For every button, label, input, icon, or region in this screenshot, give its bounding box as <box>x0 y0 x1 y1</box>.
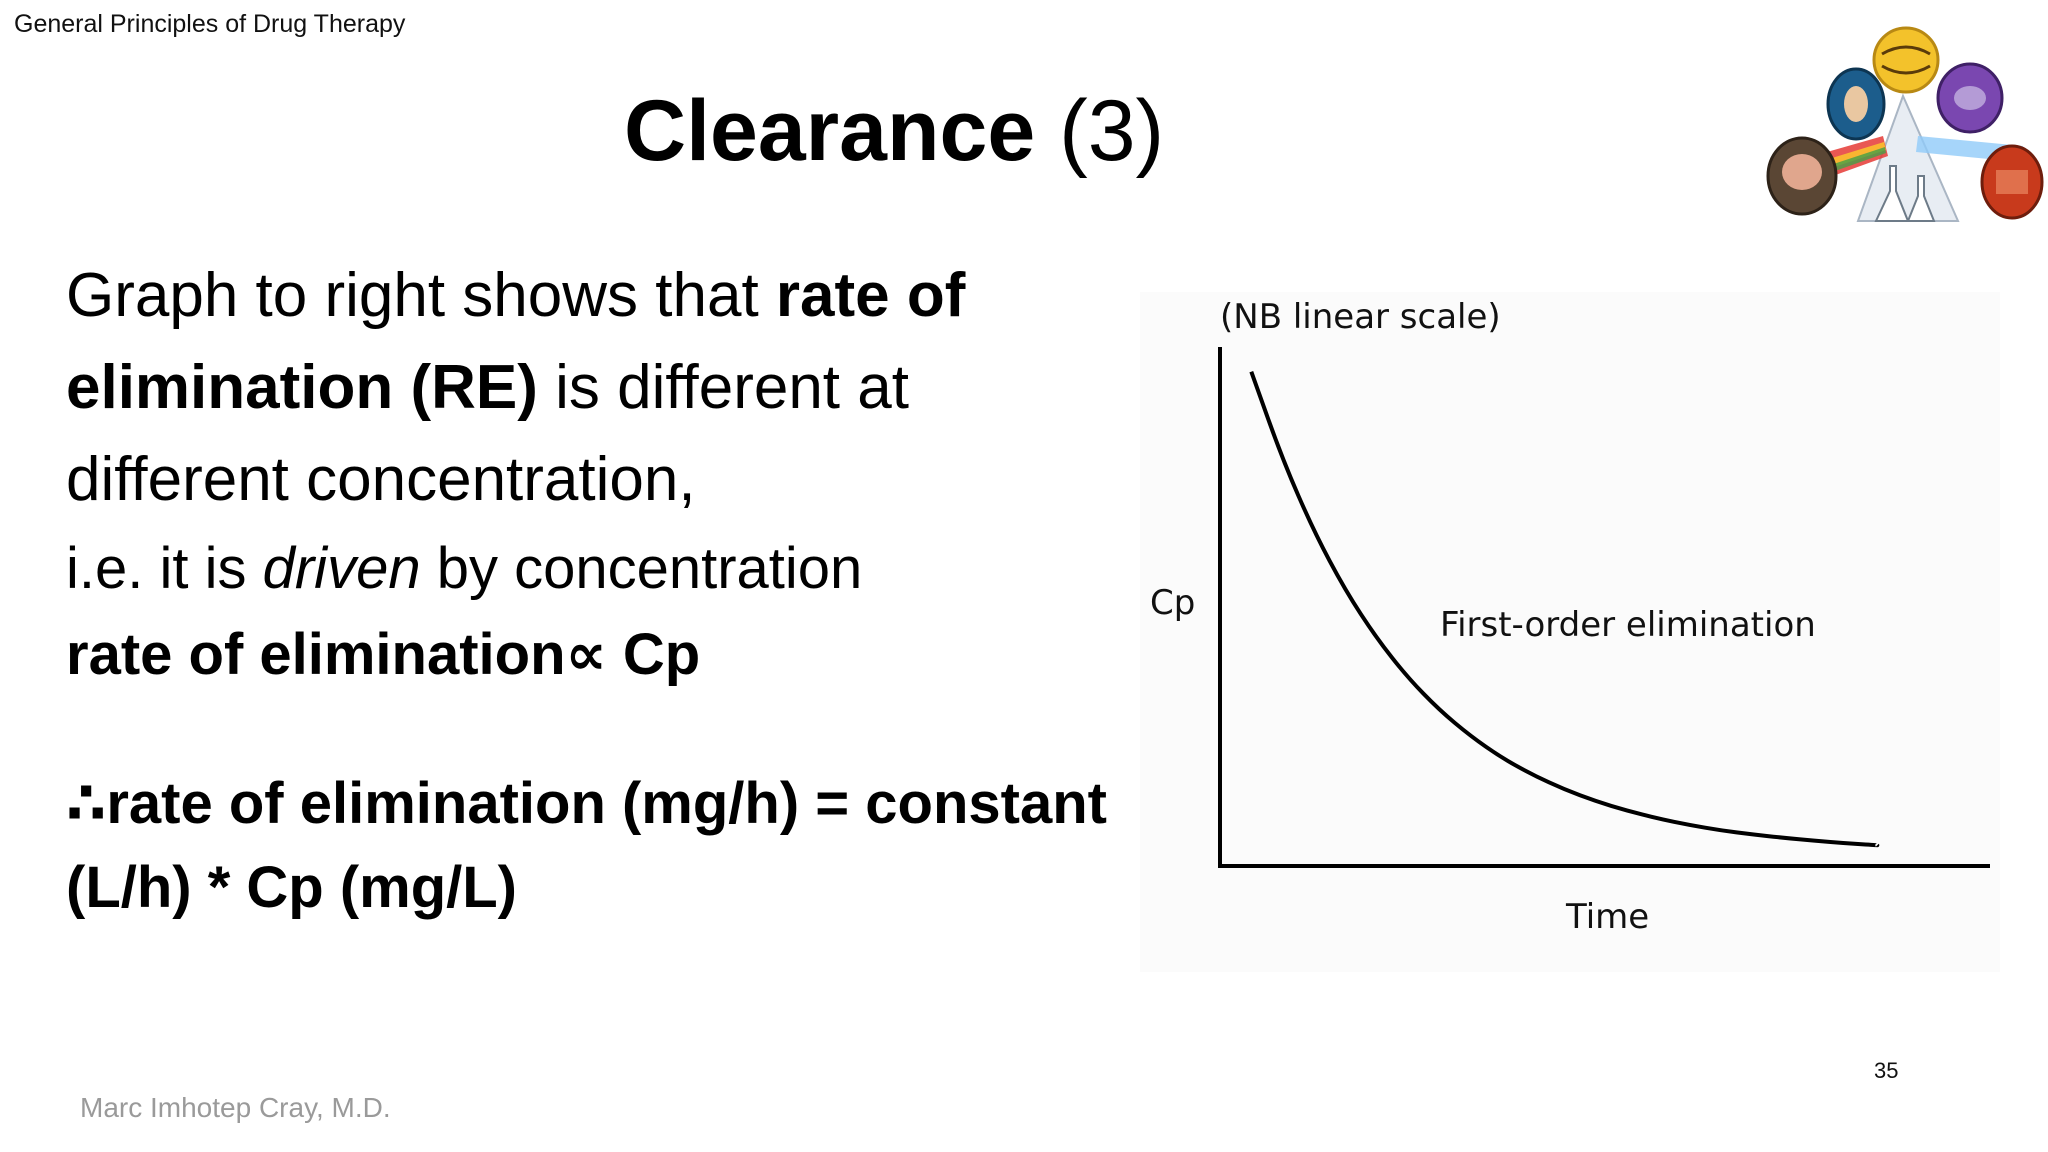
muscle-shape <box>1996 170 2028 194</box>
formula-line-1: ∴rate of elimination (mg/h) = constant <box>66 771 1107 836</box>
body-line-4-italic: driven <box>262 536 421 601</box>
body-line-4-post: by concentration <box>420 536 863 601</box>
kidney-shape <box>1844 86 1868 122</box>
chart-svg: (NB linear scale) Cp Time First-order el… <box>1150 297 1990 937</box>
dna-circle-icon <box>1872 26 1940 94</box>
pharmacology-logo-icon <box>1758 16 2048 236</box>
body-line-2-bold: elimination (RE) <box>66 353 538 422</box>
header-label: General Principles of Drug Therapy <box>14 10 406 38</box>
curve-annotation: First-order elimination <box>1440 605 1816 645</box>
slide-title: Clearance (3) <box>624 88 1164 174</box>
brain-shape <box>1782 154 1822 190</box>
body-line-5: rate of elimination∝ Cp <box>66 622 701 687</box>
body-line-1-bold: rate of <box>775 261 966 330</box>
chart-area: (NB linear scale) Cp Time First-order el… <box>1140 292 2000 972</box>
body-line-3: different concentration, <box>66 445 696 514</box>
body-line-4: i.e. it is driven by concentration <box>66 526 1186 612</box>
y-axis-label: Cp <box>1150 583 1195 623</box>
title-number: (3) <box>1059 83 1165 179</box>
page-number: 35 <box>1874 1058 1899 1083</box>
formula-text: ∴rate of elimination (mg/h) = constant (… <box>66 762 1186 930</box>
body-text: Graph to right shows that rate of elimin… <box>66 250 1186 698</box>
dna-strand <box>1881 45 1931 75</box>
body-line-2: elimination (RE) is different at <box>66 342 1186 434</box>
formula-line-2: (L/h) * Cp (mg/L) <box>66 855 518 920</box>
title-main: Clearance <box>624 83 1036 179</box>
body-line-1-normal: Graph to right shows that <box>66 261 776 330</box>
body-line-2-normal: is different at <box>537 353 909 422</box>
body-line-4-pre: i.e. it is <box>66 536 263 601</box>
flask-icon-2 <box>1906 175 1936 222</box>
body-line-1: Graph to right shows that rate of <box>66 250 1186 342</box>
x-axis-label: Time <box>1565 897 1649 937</box>
logo-graphic <box>1766 26 2044 222</box>
cell-shape <box>1954 86 1986 110</box>
author-label: Marc Imhotep Cray, M.D. <box>80 1092 391 1123</box>
elimination-curve <box>1249 371 1880 848</box>
chart-title: (NB linear scale) <box>1220 297 1501 337</box>
